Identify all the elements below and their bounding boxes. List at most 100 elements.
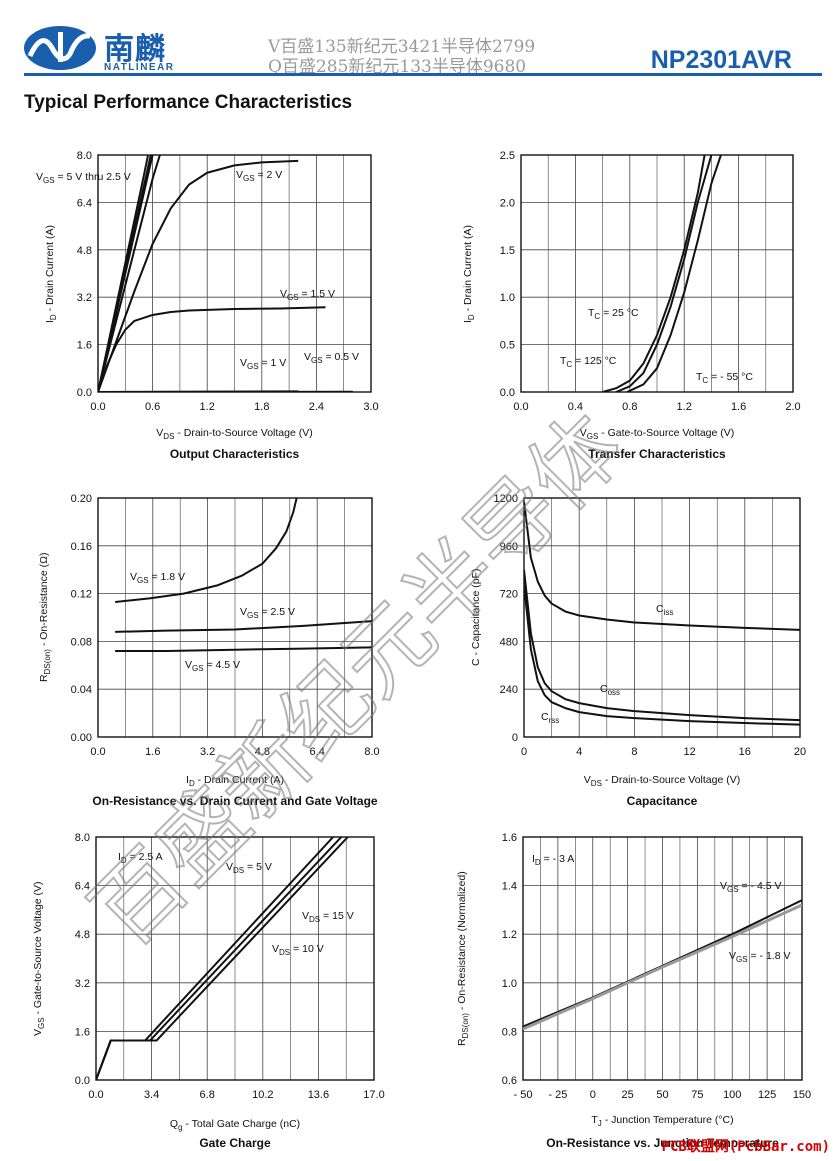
series-line-crss [524, 585, 800, 726]
x-axis-label: ID - Drain Current (A) [186, 774, 284, 789]
x-tick-label: 0.0 [88, 1089, 103, 1101]
series-line-vgs-1-8-v [115, 498, 298, 603]
y-tick-label: 1.5 [500, 245, 515, 257]
x-tick-label: 4.8 [255, 746, 270, 758]
x-tick-label: 1.8 [254, 401, 269, 413]
part-number: NP2301AVR [650, 46, 792, 74]
x-axis-label: VDS - Drain-to-Source Voltage (V) [156, 427, 313, 442]
x-axis-label: VDS - Drain-to-Source Voltage (V) [583, 774, 741, 789]
y-tick-label: 1.6 [502, 832, 517, 844]
x-tick-label: 50 [656, 1089, 668, 1101]
x-tick-label: 3.2 [200, 746, 215, 758]
x-tick-label: 3.4 [144, 1089, 159, 1101]
chart-annotation: VGS = 0.5 V [304, 351, 359, 365]
chart-annotation: VGS = - 1.8 V [729, 950, 790, 964]
y-tick-label: 0 [512, 732, 518, 744]
x-tick-label: 0 [590, 1089, 596, 1101]
x-tick-label: 16 [739, 746, 751, 758]
y-tick-label: 0.0 [500, 387, 515, 399]
x-tick-label: 10.2 [252, 1089, 273, 1101]
y-tick-label: 1200 [494, 493, 518, 505]
chart-title: Capacitance [626, 794, 698, 808]
y-tick-label: 480 [500, 636, 518, 648]
chart-annotation: Crss [541, 711, 559, 725]
x-axis-label: Qg - Total Gate Charge (nC) [169, 1118, 301, 1133]
distributor-ad-line-1: V百盛135新纪元3421半导体2799 [268, 37, 536, 57]
y-tick-label: 720 [500, 589, 518, 601]
x-tick-label: 125 [758, 1089, 776, 1101]
y-tick-label: 0.00 [71, 732, 92, 744]
x-tick-label: 2.0 [785, 401, 800, 413]
y-tick-label: 1.2 [502, 929, 517, 941]
x-tick-label: 3.0 [363, 401, 378, 413]
x-tick-label: 20 [794, 746, 806, 758]
y-tick-label: 0.20 [71, 493, 92, 505]
y-tick-label: 0.16 [71, 541, 92, 553]
series-line-vgs-1-5-v [98, 306, 326, 392]
series-line-vgs-1-8-v [523, 903, 802, 1031]
series-line-vgs-2-v [98, 159, 299, 392]
x-tick-label: 1.2 [677, 401, 692, 413]
x-tick-label: 0.6 [145, 401, 160, 413]
chart-annotation: VGS = 2 V [236, 169, 282, 183]
chart-title: Output Characteristics [169, 447, 300, 461]
x-tick-label: 2.4 [309, 401, 324, 413]
brand-chinese-name: 南麟 [104, 32, 166, 67]
chart-annotation: VGS = 2.5 V [240, 606, 295, 620]
chart-annotation: VGS = - 4.5 V [720, 880, 781, 894]
y-tick-label: 6.4 [77, 197, 92, 209]
x-tick-label: 1.6 [145, 746, 160, 758]
x-tick-label: 6.8 [200, 1089, 215, 1101]
y-tick-label: 0.04 [71, 684, 92, 696]
chart-annotation: VDS = 5 V [226, 861, 272, 875]
chart-annotation: VDS = 10 V [272, 943, 324, 957]
y-tick-label: 0.0 [75, 1075, 90, 1087]
x-tick-label: 75 [691, 1089, 703, 1101]
y-axis-label: RDS(on) - On-Resistance (Normalized) [456, 871, 471, 1046]
series-line-coss [524, 569, 800, 722]
natlinear-logo-icon [24, 26, 96, 70]
chart-title: Gate Charge [199, 1136, 271, 1150]
x-tick-label: 1.2 [200, 401, 215, 413]
y-tick-label: 3.2 [77, 292, 92, 304]
chart-annotation: ID = - 3 A [532, 853, 574, 867]
y-tick-label: 0.08 [71, 636, 92, 648]
chart-title: Transfer Characteristics [588, 447, 726, 461]
x-tick-label: 150 [793, 1089, 811, 1101]
series-line-ciss [524, 501, 800, 631]
x-tick-label: 0.0 [513, 401, 528, 413]
series-line-tc-125-c [602, 155, 706, 392]
y-tick-label: 1.4 [502, 881, 517, 893]
y-tick-label: 1.6 [75, 1026, 90, 1038]
chart-title: On-Resistance vs. Drain Current and Gate… [92, 794, 378, 808]
x-tick-label: 17.0 [363, 1089, 384, 1101]
y-tick-label: 4.8 [75, 929, 90, 941]
y-tick-label: 1.6 [77, 340, 92, 352]
section-title: Typical Performance Characteristics [24, 92, 353, 113]
y-tick-label: 2.0 [500, 197, 515, 209]
plot-frame [97, 497, 373, 738]
y-tick-label: 0.6 [502, 1075, 517, 1087]
chart-annotation: VGS = 4.5 V [185, 659, 240, 673]
chart-annotation: TC = - 55 °C [696, 371, 753, 385]
x-tick-label: 12 [683, 746, 695, 758]
y-tick-label: 8.0 [75, 832, 90, 844]
y-tick-label: 8.0 [77, 150, 92, 162]
plot-frame [520, 154, 794, 393]
chart-title: On-Resistance vs. Junction Temperature [546, 1136, 779, 1150]
plot-frame [522, 836, 803, 1081]
chart-annotation: TC = 125 °C [560, 355, 617, 369]
chart-annotation: VGS = 1.8 V [130, 571, 185, 585]
chart-annotation: VGS = 1 V [240, 357, 286, 371]
brand-english-name: NATLINEAR [104, 62, 175, 73]
footer-brand: PCB联盟网(PcbBar.com) [661, 1139, 830, 1155]
x-axis-label: VGS - Gate-to-Source Voltage (V) [579, 427, 735, 442]
chart-annotation: VDS = 15 V [302, 910, 354, 924]
datasheet-header: 南麟 NATLINEAR V百盛135新纪元3421半导体2799 Q百盛285… [0, 0, 836, 80]
x-tick-label: 0.8 [622, 401, 637, 413]
